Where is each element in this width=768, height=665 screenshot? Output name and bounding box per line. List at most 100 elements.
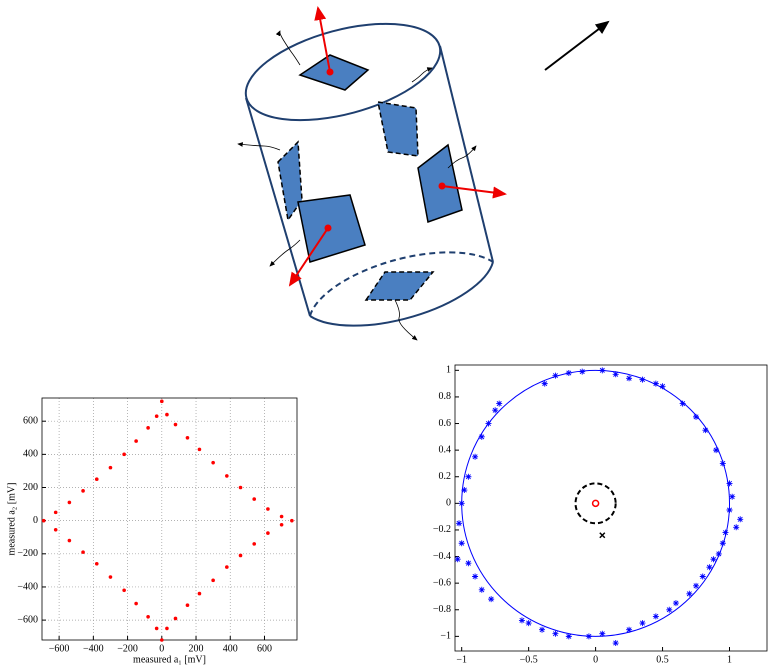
point: [720, 460, 726, 466]
point: [211, 579, 215, 583]
figure: −600−400−2000200400600−600−400−200020040…: [0, 0, 768, 665]
point: [472, 574, 478, 580]
point: [165, 627, 169, 631]
y-tick-label: 0.8: [439, 391, 452, 402]
point: [737, 516, 743, 522]
point: [225, 565, 229, 569]
point: [186, 603, 190, 607]
point: [722, 530, 728, 536]
y-tick-label: −0.6: [433, 577, 451, 588]
y-tick-label: −0.4: [433, 551, 451, 562]
point: [109, 575, 113, 579]
point: [700, 574, 706, 580]
point: [122, 453, 126, 457]
x-tick-label: −600: [49, 643, 70, 654]
y-tick-label: −0.8: [433, 604, 451, 615]
point: [566, 633, 572, 639]
point: [702, 427, 708, 433]
point: [134, 439, 138, 443]
point: [81, 489, 85, 493]
point: [686, 591, 692, 597]
point: [109, 466, 113, 470]
point: [198, 592, 202, 596]
point: [716, 551, 722, 557]
point: [539, 627, 545, 633]
point: [713, 447, 719, 453]
point: [710, 556, 716, 562]
point: [465, 474, 471, 480]
plot-frame: [42, 398, 297, 640]
point: [146, 615, 150, 619]
point: [733, 524, 739, 530]
point: [472, 454, 478, 460]
point: [566, 370, 572, 376]
point: [266, 531, 270, 535]
x-tick-label: −1: [456, 654, 467, 665]
x-axis-label: measured a₁ [mV]: [133, 654, 206, 665]
y-tick-label: −400: [17, 581, 38, 592]
point: [600, 533, 605, 538]
point: [519, 617, 525, 623]
point: [252, 542, 256, 546]
point: [579, 369, 585, 375]
point: [290, 519, 294, 523]
y-tick-label: 200: [23, 482, 38, 493]
point: [42, 519, 46, 523]
x-tick-label: 0: [159, 643, 164, 654]
point: [174, 423, 178, 427]
point: [252, 497, 256, 501]
point: [479, 587, 485, 593]
point: [613, 640, 619, 646]
point: [526, 620, 532, 626]
point: [68, 501, 72, 505]
point: [461, 487, 467, 493]
point: [280, 515, 284, 519]
x-tick-label: −400: [83, 643, 104, 654]
point: [693, 583, 699, 589]
point: [198, 448, 202, 452]
point: [593, 500, 599, 506]
point: [174, 617, 178, 621]
point: [653, 381, 659, 387]
point: [459, 500, 465, 506]
point: [54, 511, 58, 515]
point: [95, 562, 99, 566]
point: [680, 401, 686, 407]
y-tick-label: −600: [17, 614, 38, 625]
y-tick-label: −0.2: [433, 524, 451, 535]
x-tick-label: 0.5: [656, 654, 669, 665]
point: [146, 426, 150, 430]
point: [266, 507, 270, 511]
point: [666, 607, 672, 613]
point: [673, 600, 679, 606]
fit-circle: [576, 483, 616, 523]
point: [122, 588, 126, 592]
point: [653, 613, 659, 619]
point: [613, 371, 619, 377]
y-tick-label: 0.6: [439, 418, 452, 429]
point: [239, 554, 243, 558]
point: [186, 436, 190, 440]
point: [488, 596, 494, 602]
point: [459, 540, 465, 546]
y-axis-label: measured a₂ [mV]: [6, 483, 17, 556]
y-tick-label: −1: [440, 631, 451, 642]
y-tick-label: 0.2: [439, 471, 452, 482]
x-tick-label: 0: [593, 654, 598, 665]
point: [155, 414, 159, 418]
point: [165, 413, 169, 417]
point: [280, 523, 284, 527]
point: [599, 367, 605, 373]
x-tick-label: 600: [257, 643, 272, 654]
point: [225, 474, 229, 478]
x-tick-label: −200: [117, 643, 138, 654]
point: [134, 602, 138, 606]
point: [492, 407, 498, 413]
point: [239, 486, 243, 490]
y-tick-label: 0: [446, 498, 451, 509]
point: [639, 377, 645, 383]
point: [660, 383, 666, 389]
point: [599, 631, 605, 637]
point: [720, 540, 726, 546]
y-tick-label: 1: [446, 365, 451, 376]
